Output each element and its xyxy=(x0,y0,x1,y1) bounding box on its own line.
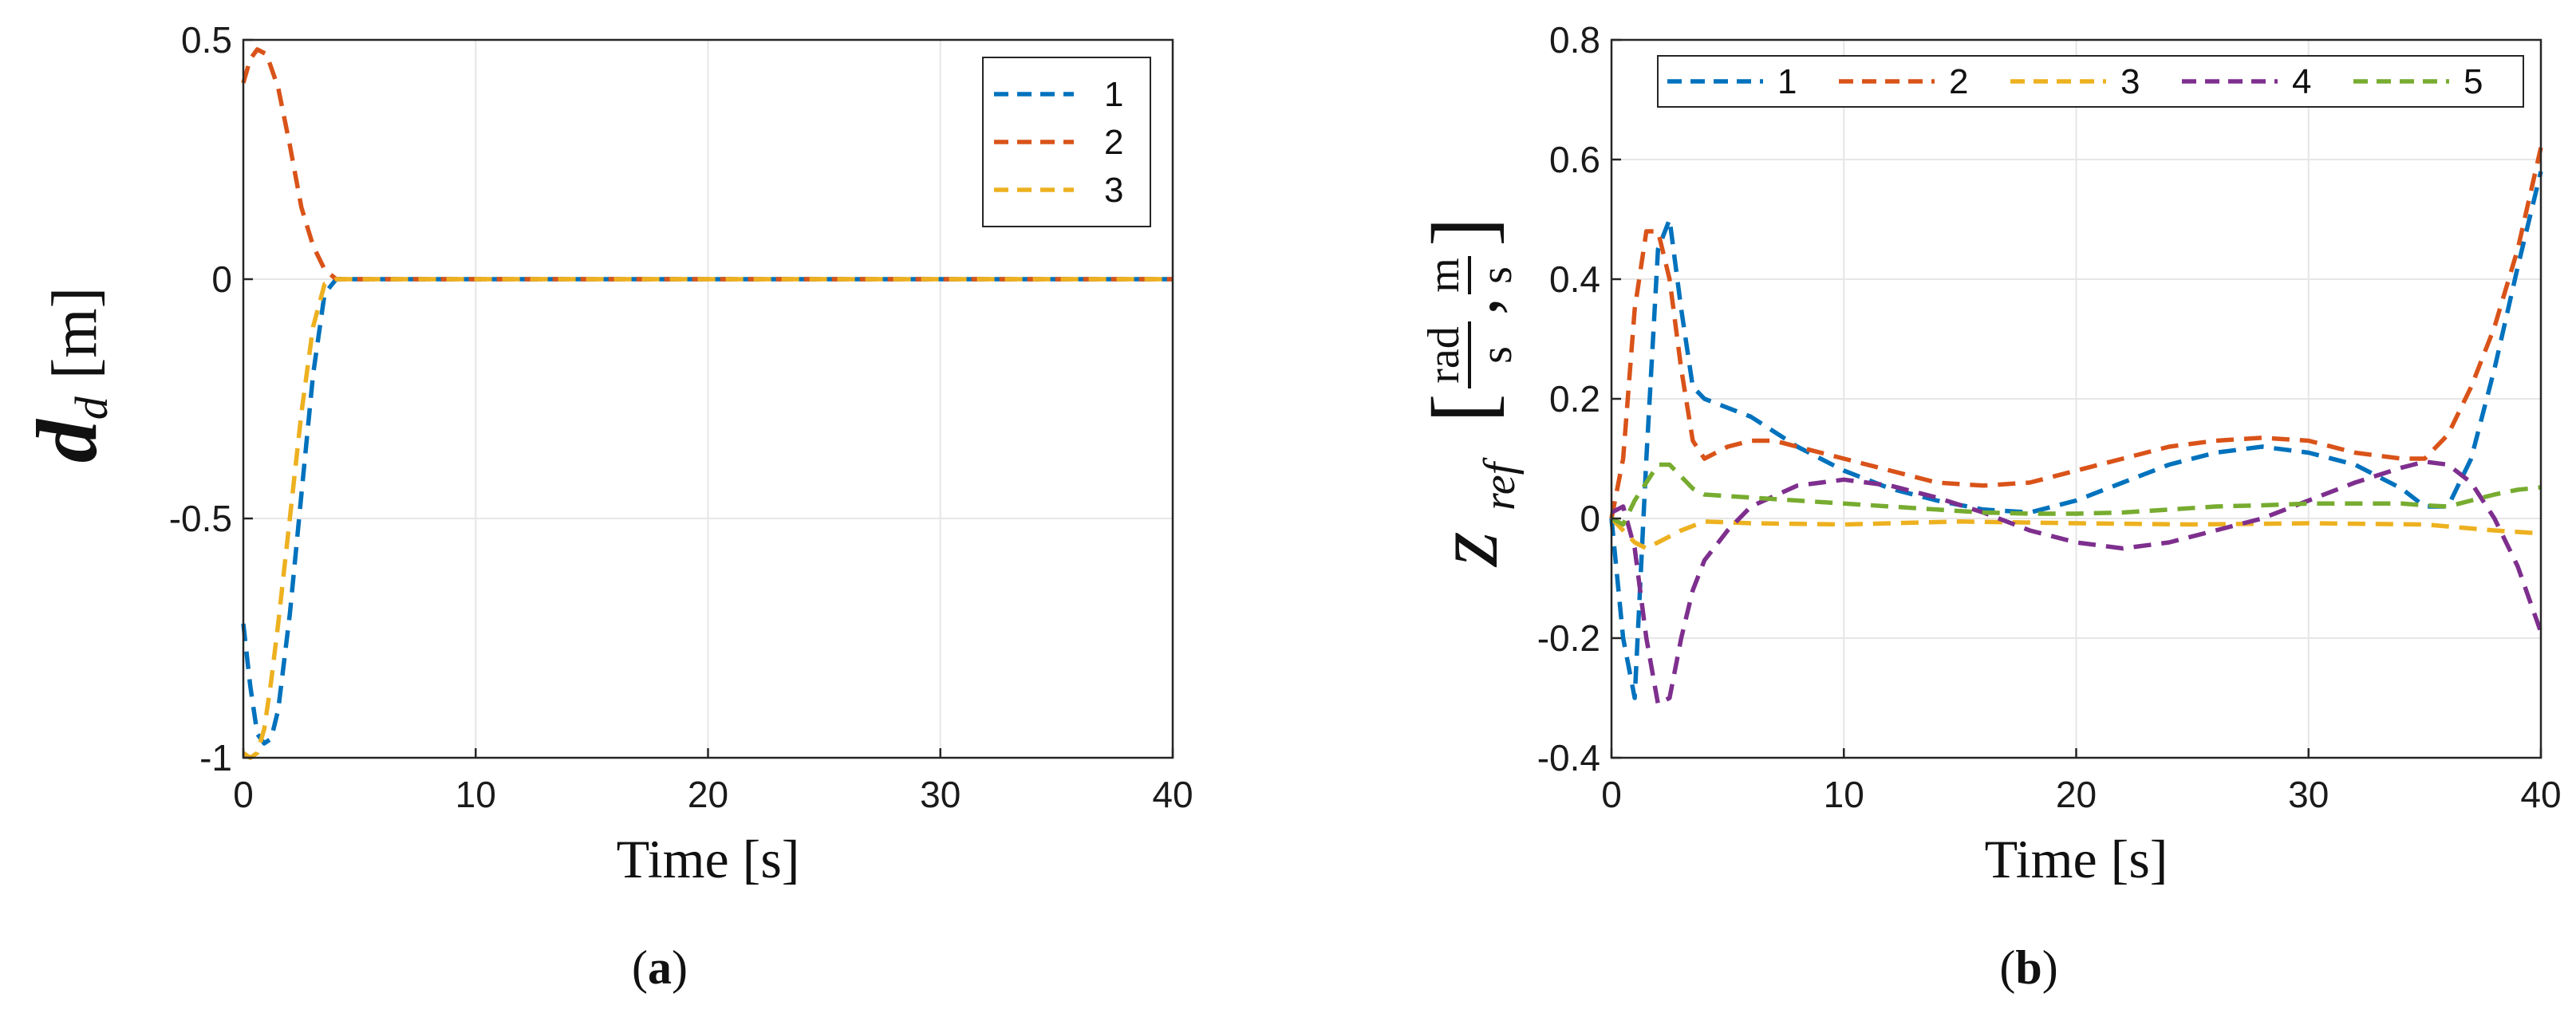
chart-a: 0 10 20 30 40 -1 -0.5 0 0.5 Time [s] dd [m] 1 2 3 (… xyxy=(20,19,1193,994)
chart-a-xlabel: Time [s] xyxy=(617,829,800,889)
chart-a-xtick-label-0: 0 xyxy=(233,774,254,815)
chart-b-ylabel-symbol: z xyxy=(1418,531,1517,568)
chart-a-xtick-label-1: 10 xyxy=(456,774,496,815)
chart-a-series-3 xyxy=(242,277,1173,760)
chart-a-xtick-label-2: 20 xyxy=(688,774,728,815)
chart-b-ylabel: z ref [ rad s , m s ] xyxy=(1414,217,1525,568)
chart-b-ytick-label-5: 0.6 xyxy=(1549,139,1600,180)
chart-a-legend-label-1: 1 xyxy=(1104,75,1123,114)
chart-b-ytick-label-0: -0.4 xyxy=(1537,737,1600,779)
chart-b-caption-letter: b xyxy=(2015,941,2041,994)
chart-b: 0 10 20 30 40-0.4-0.200.20.40.60.8 Time [s] … xyxy=(1414,19,2562,994)
chart-a-legend: 1 2 3 xyxy=(982,57,1151,227)
chart-a-caption: (a) xyxy=(632,941,688,994)
chart-a-xtick-label-4: 40 xyxy=(1152,774,1193,815)
chart-b-ylabel-den2: s xyxy=(1472,266,1521,284)
chart-b-ylabel-bracket-close: ] xyxy=(1414,217,1511,246)
chart-b-legend-label-4: 4 xyxy=(2292,62,2311,101)
chart-b-legend-label-1: 1 xyxy=(1777,62,1797,101)
svg-text:dd[m]: dd [m] xyxy=(20,287,117,463)
chart-b-xtick-label-0: 0 xyxy=(1601,774,1622,815)
chart-a-ytick-label-0: -1 xyxy=(199,737,232,779)
chart-b-xtick-label-3: 30 xyxy=(2288,774,2329,815)
chart-b-ylabel-num2: m xyxy=(1419,258,1469,293)
chart-b-legend: 1 2 3 4 5 xyxy=(1657,55,2524,108)
chart-b-ticks: 0 10 20 30 40 -0.4 -0.2 0 0.2 0.4 0.6 0.8 xyxy=(1537,19,2562,815)
chart-a-series-2 xyxy=(241,47,1173,282)
chart-a-ticks: 0 10 20 30 40 -1 -0.5 0 0.5 xyxy=(169,19,1193,815)
chart-b-ytick-label-3: 0.2 xyxy=(1549,378,1600,420)
chart-b-legend-label-5: 5 xyxy=(2464,62,2483,101)
chart-b-grid xyxy=(1611,39,2542,759)
chart-b-ytick-label-6: 0.8 xyxy=(1549,19,1600,61)
chart-a-ylabel-symbol: d xyxy=(20,418,115,463)
chart-a-legend-label-2: 2 xyxy=(1104,123,1123,162)
chart-a-series xyxy=(241,47,1173,760)
chart-b-series-5 xyxy=(1610,462,2542,527)
chart-a-ytick-label-3: 0.5 xyxy=(181,19,232,61)
chart-b-xlabel: Time [s] xyxy=(1985,829,2168,889)
chart-b-caption: (b) xyxy=(1999,941,2057,994)
chart-a-series-1 xyxy=(241,277,1173,746)
chart-b-ytick-label-1: -0.2 xyxy=(1537,617,1600,659)
chart-b-legend-label-3: 3 xyxy=(2120,62,2140,101)
chart-a-ylabel-subscript: d xyxy=(65,396,117,420)
chart-a-xtick-label-3: 30 xyxy=(920,774,961,815)
chart-b-xtick-label-1: 10 xyxy=(1824,774,1864,815)
chart-b-legend-label-2: 2 xyxy=(1949,62,1968,101)
chart-b-ylabel-den1: s xyxy=(1472,346,1521,364)
chart-b-ytick-label-4: 0.4 xyxy=(1549,258,1600,300)
chart-b-ylabel-num1: rad xyxy=(1419,326,1469,384)
chart-a-ylabel-unit: [m] xyxy=(40,287,110,380)
chart-b-ylabel-subscript: ref xyxy=(1475,456,1525,510)
chart-a-ylabel: dd [m] xyxy=(20,287,117,463)
chart-b-xtick-label-2: 20 xyxy=(2056,774,2097,815)
chart-a-ytick-label-1: -0.5 xyxy=(169,498,232,539)
chart-b-ylabel-bracket-open: [ xyxy=(1414,393,1511,423)
chart-b-ytick-label-2: 0 xyxy=(1580,498,1600,539)
chart-b-series-2 xyxy=(1609,147,2543,519)
chart-a-ytick-label-2: 0 xyxy=(211,258,232,300)
chart-b-series xyxy=(1609,147,2543,707)
chart-b-series-3 xyxy=(1610,517,2542,551)
chart-b-ylabel-comma: , xyxy=(1435,298,1513,315)
chart-a-legend-label-3: 3 xyxy=(1104,171,1123,210)
chart-b-xtick-label-4: 40 xyxy=(2520,774,2561,815)
chart-a-caption-letter: a xyxy=(648,941,672,994)
